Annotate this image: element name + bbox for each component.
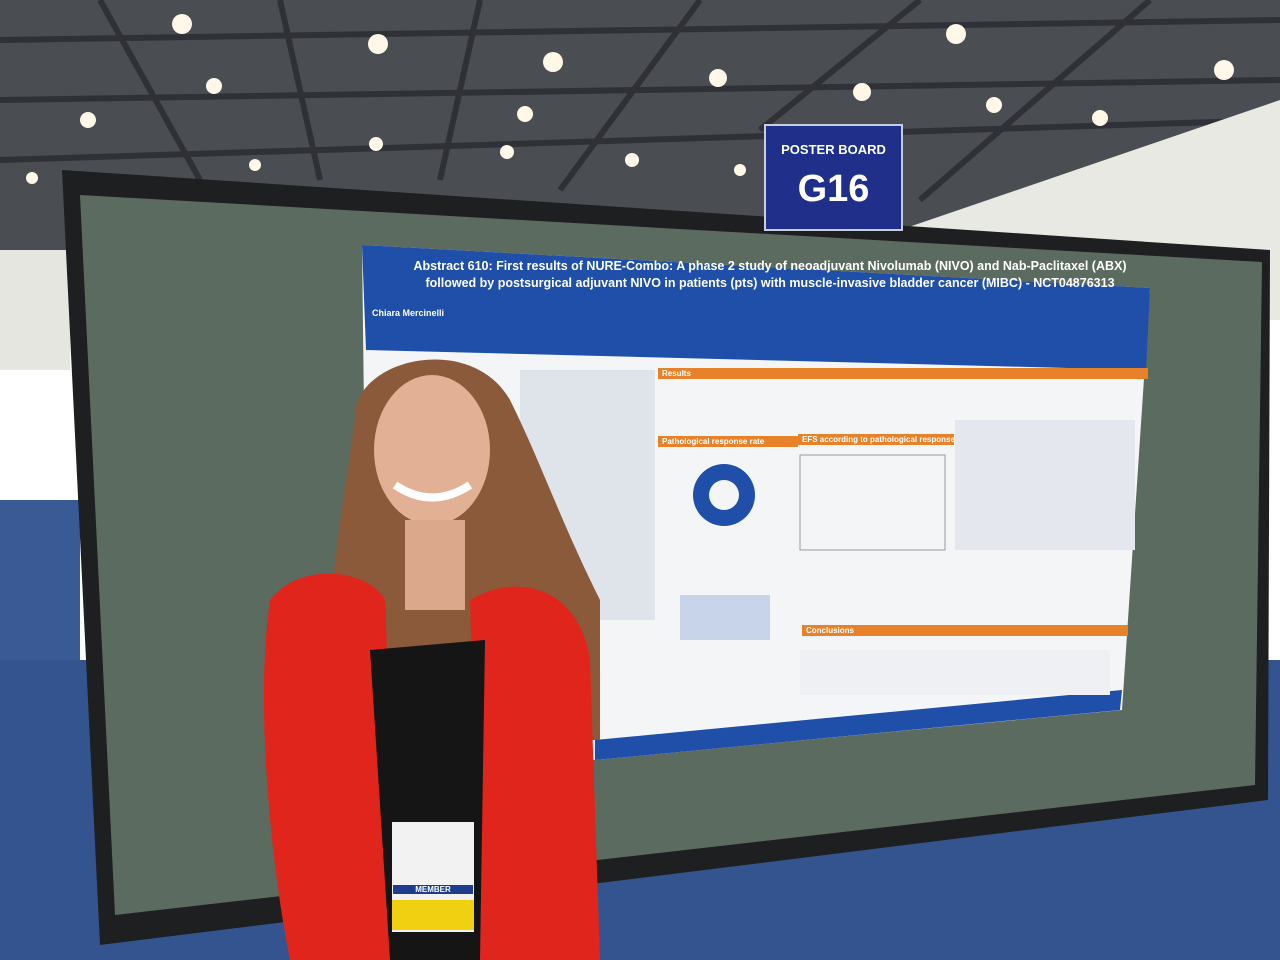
wall bbox=[0, 250, 70, 370]
poster-conclusions bbox=[800, 650, 1110, 695]
poster-section: Results bbox=[658, 368, 1148, 379]
poster-plot bbox=[680, 595, 770, 640]
jacket bbox=[263, 573, 400, 960]
poster-section: Pathological response rate bbox=[658, 436, 798, 447]
poster-header bbox=[362, 245, 1150, 370]
sign-label: POSTER BOARD bbox=[781, 142, 886, 157]
ceiling-lights bbox=[26, 14, 1234, 184]
neck bbox=[405, 520, 465, 610]
badge-role: MEMBER bbox=[393, 885, 473, 894]
smile bbox=[392, 481, 473, 502]
poster-section: EFS according to pathological response bbox=[798, 434, 954, 445]
truss bbox=[0, 0, 1280, 203]
face bbox=[374, 375, 490, 525]
poster-section: Conclusions bbox=[802, 625, 1128, 636]
jacket bbox=[470, 586, 600, 960]
poster-board-sign bbox=[764, 124, 903, 231]
sign-number: G16 bbox=[797, 168, 870, 210]
poster-plot bbox=[799, 454, 946, 551]
badge-ribbon bbox=[392, 900, 474, 930]
carpet bbox=[0, 500, 80, 660]
poster-donut-hole bbox=[709, 480, 739, 510]
poster-footer bbox=[595, 690, 1122, 760]
poster-title: Abstract 610: First results of NURE-Comb… bbox=[413, 259, 1127, 290]
poster-table bbox=[955, 420, 1135, 550]
poster-author: Chiara Mercinelli bbox=[372, 308, 445, 318]
